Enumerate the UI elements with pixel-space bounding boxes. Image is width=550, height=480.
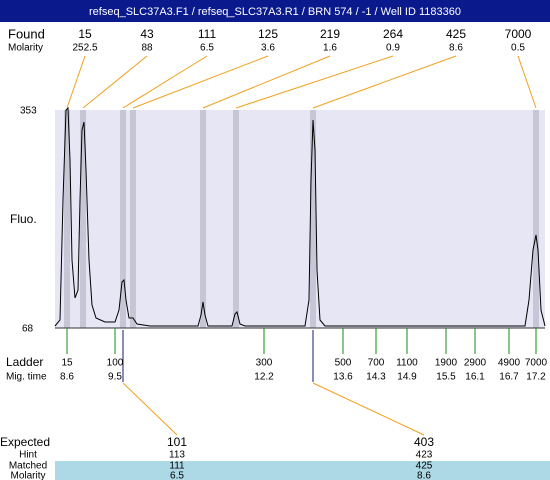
matched-highlight [55, 461, 550, 480]
found-label: Found [8, 26, 45, 41]
found-molarity: 1.6 [323, 43, 337, 54]
ladder-size: 100 [107, 358, 124, 369]
found-size: 425 [446, 27, 466, 41]
expected-molarity: 8.6 [417, 471, 431, 480]
ladder-time: 13.6 [333, 372, 353, 383]
found-size: 219 [320, 27, 340, 41]
mig-time-label: Mig. time [6, 372, 47, 383]
peak-connector [312, 55, 457, 109]
ladder-time: 15.5 [436, 372, 456, 383]
found-size: 111 [198, 27, 217, 41]
found-size: 125 [258, 27, 278, 41]
peak-connector [517, 55, 537, 109]
ladder-size: 4900 [498, 358, 521, 369]
found-molarity: 8.6 [449, 43, 463, 54]
peak-band [233, 110, 239, 328]
ladder-time: 16.1 [465, 372, 485, 383]
peak-connector [202, 55, 331, 109]
axis-label: Fluo. [10, 212, 37, 226]
ladder-size: 2900 [464, 358, 487, 369]
plot-area [55, 110, 545, 328]
found-molarity: 0.9 [386, 43, 400, 54]
peak-connector [235, 55, 394, 109]
ladder-time: 9.5 [108, 372, 122, 383]
axis-min: 68 [22, 324, 34, 335]
title-bar [0, 0, 550, 22]
ladder-time: 14.9 [397, 372, 417, 383]
trace [54, 106, 546, 327]
found-molarity: 252.5 [72, 43, 97, 54]
connector [312, 382, 425, 436]
found-size: 264 [383, 27, 403, 41]
molarity-label: Molarity [8, 43, 43, 54]
ladder-size: 7000 [525, 358, 548, 369]
ladder-time: 12.2 [254, 372, 274, 383]
peak-band [120, 110, 126, 328]
peak-band [80, 110, 86, 328]
expected-expected: 101 [167, 435, 187, 449]
peak-connector [66, 55, 86, 109]
ladder-time: 16.7 [499, 372, 519, 383]
expected-hint: 423 [416, 450, 433, 461]
peak-band [64, 110, 70, 328]
peak-connector [82, 55, 148, 109]
expected-matched: 425 [416, 461, 433, 472]
peak-connector [132, 55, 269, 109]
found-molarity: 3.6 [261, 43, 275, 54]
found-size: 15 [78, 27, 92, 41]
expected-molarity: 6.5 [170, 471, 184, 480]
found-size: 7000 [505, 27, 532, 41]
axis-max: 353 [20, 106, 37, 117]
peak-connector [122, 55, 208, 109]
ladder-size: 700 [368, 358, 385, 369]
ladder-time: 14.3 [366, 372, 386, 383]
peak-band [310, 110, 316, 328]
found-molarity: 88 [141, 43, 153, 54]
ladder-size: 500 [335, 358, 352, 369]
peak-band [200, 110, 206, 328]
peak-band [130, 110, 136, 328]
expected-row-label: Expected [0, 435, 50, 449]
expected-matched: 111 [169, 461, 185, 472]
expected-hint: 113 [169, 450, 185, 461]
peak-band [533, 110, 539, 328]
expected-row-label: Hint [19, 450, 37, 461]
found-size: 43 [140, 27, 154, 41]
connector [122, 382, 178, 436]
ladder-size: 1900 [435, 358, 458, 369]
ladder-time: 17.2 [526, 372, 546, 383]
ladder-size: 1100 [396, 358, 418, 369]
ladder-size: 300 [256, 358, 273, 369]
expected-row-label: Matched [9, 461, 47, 472]
expected-expected: 403 [414, 435, 434, 449]
expected-row-label: Molarity [10, 471, 45, 480]
ladder-label: Ladder [6, 355, 43, 369]
ladder-time: 8.6 [60, 372, 74, 383]
title: refseq_SLC37A3.F1 / refseq_SLC37A3.R1 / … [89, 6, 461, 18]
ladder-size: 15 [61, 358, 73, 369]
found-molarity: 6.5 [200, 43, 214, 54]
found-molarity: 0.5 [511, 43, 525, 54]
